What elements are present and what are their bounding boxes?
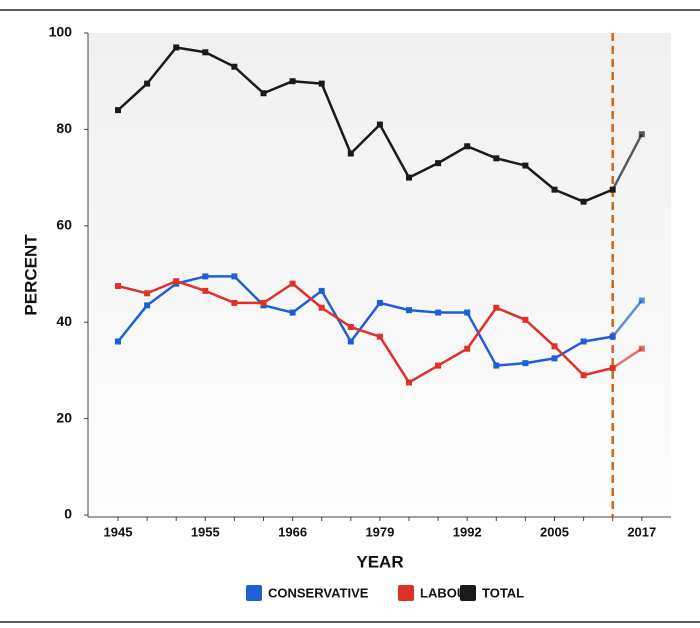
data-point	[493, 304, 500, 311]
data-point	[115, 338, 121, 345]
data-point	[435, 309, 442, 316]
data-point	[289, 78, 296, 85]
data-point	[551, 186, 558, 193]
data-point	[202, 287, 209, 294]
y-tick-label: 40	[56, 313, 72, 329]
data-point	[115, 283, 121, 290]
data-point	[376, 121, 383, 128]
data-point	[231, 63, 238, 70]
data-point	[551, 355, 558, 362]
data-point	[638, 297, 645, 304]
data-point	[580, 198, 587, 205]
legend-label: TOTAL	[482, 585, 524, 600]
y-tick-label: 60	[56, 217, 72, 233]
x-tick-label: 1945	[104, 524, 133, 539]
data-point	[580, 338, 587, 345]
data-point	[347, 338, 354, 345]
x-tick-label: 1955	[191, 524, 220, 539]
x-tick-label: 1992	[453, 524, 482, 539]
data-point	[609, 333, 616, 340]
data-point	[464, 309, 471, 316]
data-point	[522, 162, 529, 169]
data-point	[231, 273, 238, 280]
data-point	[376, 299, 383, 306]
data-point	[493, 362, 500, 369]
data-point	[115, 107, 121, 114]
x-tick-label: 1979	[365, 524, 394, 539]
data-point	[289, 280, 296, 287]
y-tick-label: 80	[56, 120, 72, 136]
plot-area	[88, 33, 671, 517]
x-tick-label: 2005	[540, 524, 569, 539]
y-tick-label: 100	[49, 24, 73, 40]
data-point	[144, 302, 151, 309]
data-point	[464, 143, 471, 150]
data-point	[347, 150, 354, 157]
data-point	[435, 362, 442, 369]
data-point	[406, 379, 412, 386]
legend-swatch	[398, 585, 414, 601]
data-point	[202, 273, 209, 280]
data-point	[406, 174, 412, 181]
data-point	[493, 155, 500, 162]
y-axis-title: PERCENT	[21, 234, 40, 316]
data-point	[144, 290, 151, 297]
data-point	[638, 345, 645, 352]
data-point	[347, 324, 354, 331]
data-point	[522, 360, 529, 367]
data-point	[289, 309, 296, 316]
x-axis-title: YEAR	[356, 552, 403, 571]
data-point	[580, 372, 587, 379]
legend-label: CONSERVATIVE	[268, 585, 369, 600]
data-point	[318, 287, 325, 294]
data-point	[551, 343, 558, 350]
data-point	[406, 307, 412, 314]
data-point	[318, 304, 325, 311]
data-point	[202, 49, 209, 56]
data-point	[144, 80, 151, 87]
y-tick-label: 0	[64, 506, 72, 522]
legend-swatch	[246, 585, 262, 601]
data-point	[173, 278, 180, 285]
data-point	[435, 160, 442, 167]
data-point	[609, 186, 616, 193]
data-point	[173, 44, 180, 51]
data-point	[260, 299, 267, 306]
data-point	[522, 316, 529, 323]
data-point	[318, 80, 325, 87]
y-tick-label: 20	[56, 409, 72, 425]
data-point	[609, 364, 616, 371]
x-tick-label: 2017	[627, 524, 656, 539]
legend-swatch	[460, 585, 476, 601]
x-tick-label: 1966	[278, 524, 307, 539]
data-point	[231, 299, 238, 306]
data-point	[464, 345, 471, 352]
data-point	[260, 90, 267, 97]
data-point	[638, 131, 645, 138]
data-point	[376, 333, 383, 340]
